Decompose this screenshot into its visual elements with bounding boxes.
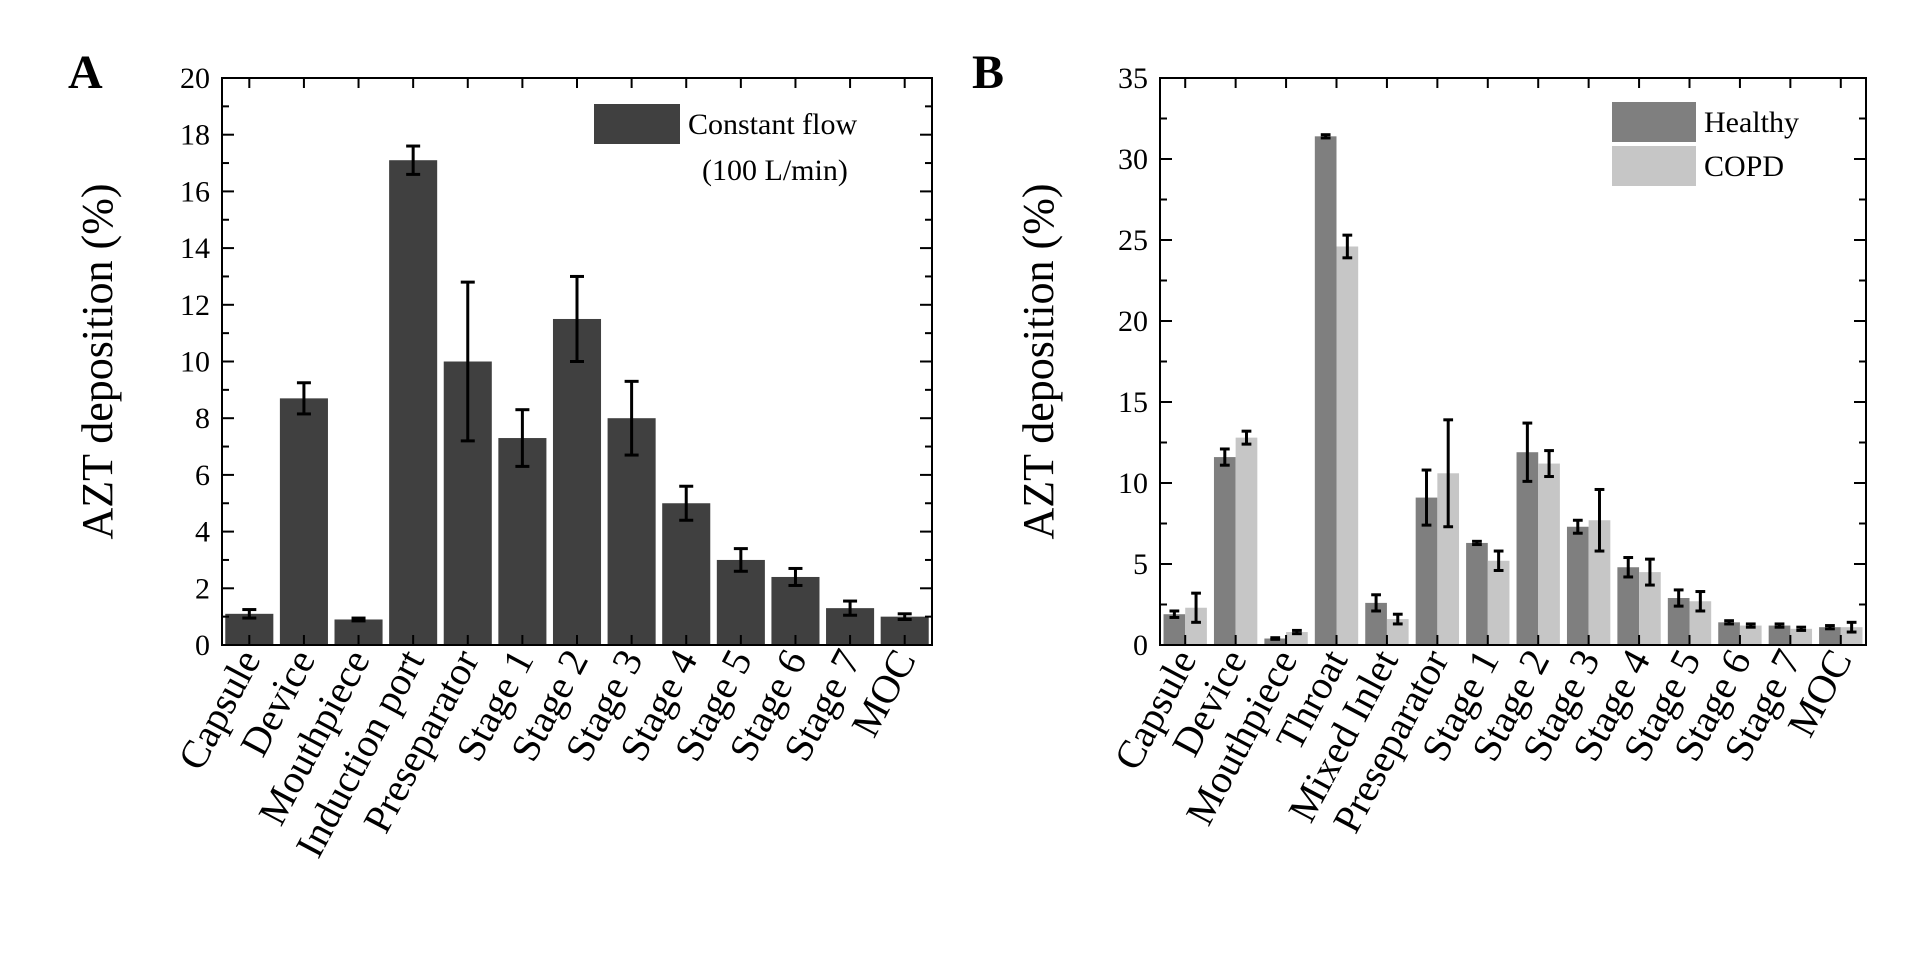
y-tick-label: 5 — [1133, 548, 1148, 581]
bar-device-healthy — [1213, 457, 1236, 645]
legend-label: Healthy — [1704, 106, 1799, 139]
y-tick-label: 20 — [1118, 305, 1148, 338]
legend-swatch — [1612, 146, 1696, 186]
y-tick-label: 8 — [195, 402, 210, 435]
y-axis-label: AZT deposition (%) — [73, 183, 122, 539]
y-tick-label: 25 — [1118, 224, 1148, 257]
y-axis-label: AZT deposition (%) — [1014, 183, 1063, 539]
bar-stage-7-healthy — [1768, 625, 1791, 645]
y-tick-label: 0 — [1133, 629, 1148, 662]
y-tick-label: 6 — [195, 459, 210, 492]
bar-stage-6-copd — [1739, 625, 1762, 645]
bar-stage-2-constant-flow — [552, 318, 602, 645]
bar-moc-copd — [1840, 627, 1863, 645]
panel-letter: A — [68, 46, 103, 99]
legend-label-line2: (100 L/min) — [702, 154, 848, 187]
y-tick-label: 10 — [180, 346, 210, 379]
y-tick-label: 35 — [1118, 62, 1148, 95]
bar-stage-1-constant-flow — [498, 438, 547, 645]
bar-stage-3-healthy — [1566, 526, 1589, 645]
bar-stage-6-constant-flow — [771, 576, 820, 645]
bar-throat-copd — [1336, 246, 1359, 646]
y-tick-label: 10 — [1118, 467, 1148, 500]
bar-stage-4-healthy — [1617, 567, 1640, 645]
bar-stage-1-copd — [1487, 560, 1510, 645]
y-tick-label: 14 — [180, 232, 210, 265]
bar-mixed-inlet-copd — [1386, 619, 1409, 645]
bar-stage-2-copd — [1538, 463, 1560, 645]
legend: Constant flow (100 L/min) — [594, 104, 857, 187]
bar-capsule-healthy — [1163, 614, 1186, 645]
bar-preseparator-copd — [1437, 473, 1460, 645]
bar-device-copd — [1235, 437, 1258, 645]
bar-mouthpiece-healthy — [1264, 638, 1287, 645]
y-tick-label: 4 — [195, 516, 210, 549]
bar-stage-3-copd — [1588, 520, 1611, 645]
legend-swatch — [1612, 102, 1696, 142]
panel-letter: B — [972, 46, 1004, 99]
bar-capsule-copd — [1185, 607, 1207, 645]
legend-label: COPD — [1704, 150, 1784, 183]
bar-moc-healthy — [1819, 627, 1841, 645]
y-tick-label: 0 — [195, 629, 210, 662]
bar-stage-7-copd — [1790, 628, 1813, 645]
y-tick-label: 15 — [1118, 386, 1148, 419]
bar-throat-healthy — [1314, 136, 1337, 645]
y-tick-label: 16 — [180, 175, 210, 208]
y-tick-label: 2 — [195, 572, 210, 605]
legend: Healthy COPD — [1612, 102, 1799, 186]
bar-preseparator-healthy — [1415, 497, 1438, 645]
bar-stage-4-copd — [1639, 572, 1661, 645]
bar-device-constant-flow — [279, 398, 328, 645]
bar-stage-5-healthy — [1667, 598, 1690, 645]
bar-stage-5-copd — [1689, 601, 1712, 645]
bar-stage-2-healthy — [1516, 452, 1539, 645]
bar-stage-1-healthy — [1466, 542, 1488, 645]
y-tick-label: 20 — [180, 62, 210, 95]
bar-mouthpiece-copd — [1286, 632, 1308, 645]
y-tick-label: 12 — [180, 289, 210, 322]
bar-stage-4-constant-flow — [662, 503, 711, 645]
bar-mixed-inlet-healthy — [1365, 602, 1387, 645]
legend-swatch — [594, 104, 680, 144]
y-tick-label: 18 — [180, 119, 210, 152]
y-tick-label: 30 — [1118, 143, 1148, 176]
bar-stage-5-constant-flow — [716, 559, 765, 645]
legend-label: Constant flow — [688, 108, 857, 141]
bar-induction-port-constant-flow — [389, 160, 438, 645]
bar-stage-6-healthy — [1718, 622, 1740, 645]
